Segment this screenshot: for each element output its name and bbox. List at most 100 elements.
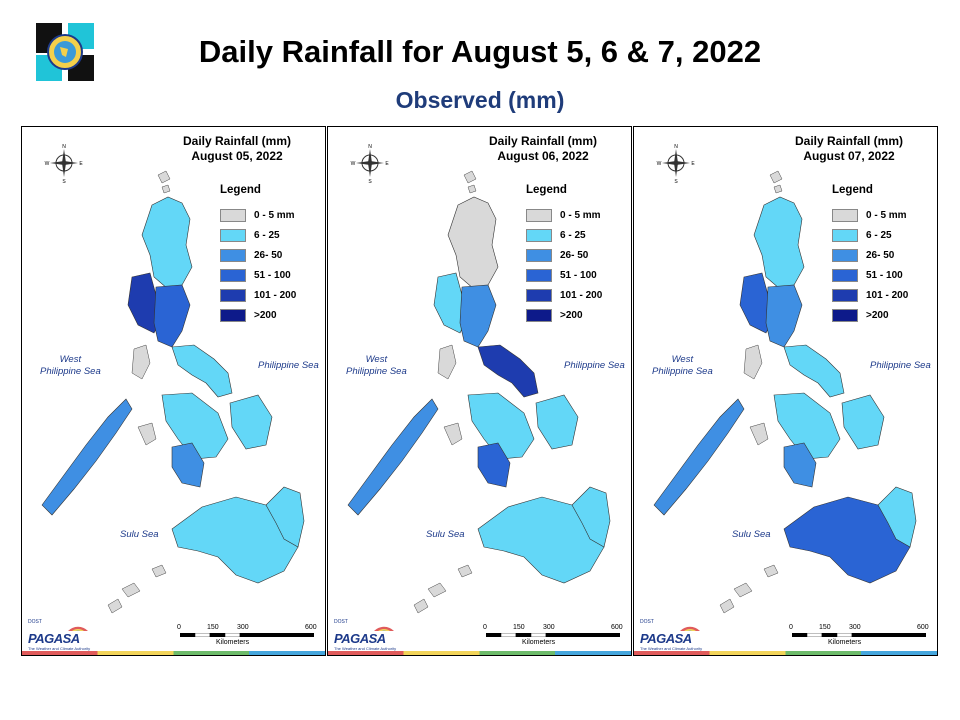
dost-label: DOST: [334, 619, 348, 625]
compass-n: N: [674, 144, 678, 150]
legend-label: 6 - 25: [254, 230, 280, 241]
compass-s: S: [674, 179, 678, 183]
legend-label: 0 - 5 mm: [866, 210, 907, 221]
scale-tick-label: 0: [177, 624, 181, 631]
island-minor-6: [719, 598, 735, 614]
dost-label: DOST: [640, 619, 654, 625]
pagasa-logo: DOST PAGASA The Weather and Climate Auth…: [334, 613, 414, 651]
island-minor-2: [437, 344, 457, 380]
scale-bar-graphic: [792, 633, 926, 637]
region-visayas: [161, 392, 273, 460]
compass-rose-icon: N S W E: [351, 144, 390, 183]
island-minor-6: [413, 598, 429, 614]
legend-label: 6 - 25: [560, 230, 586, 241]
island-minor-1: [161, 184, 171, 194]
legend-swatch: [526, 229, 552, 242]
legend-label: >200: [866, 310, 889, 321]
legend-label: 0 - 5 mm: [254, 210, 295, 221]
island-minor-3: [443, 422, 463, 446]
legend-label: 101 - 200: [254, 290, 297, 301]
scale-tick-label: 300: [543, 624, 555, 631]
scale-unit-label: Kilometers: [522, 639, 556, 646]
sea-label-philippine: Philippine Sea: [564, 360, 625, 371]
legend-swatch: [832, 289, 858, 302]
compass-w: W: [657, 161, 662, 167]
color-strip: [328, 651, 631, 655]
scale-tick-label: 300: [849, 624, 861, 631]
philippines-rainfall-map: [653, 170, 917, 614]
philippines-rainfall-map: [347, 170, 611, 614]
panel-title-line1: Daily Rainfall (mm): [488, 134, 598, 148]
legend-heading: Legend: [220, 184, 261, 196]
island-minor-5: [733, 582, 753, 598]
scale-tick-label: 150: [819, 624, 831, 631]
panel-title: Daily Rainfall (mm) August 06, 2022: [458, 134, 628, 164]
legend-label: 101 - 200: [866, 290, 909, 301]
dost-pagasa-seal-logo: [32, 19, 98, 85]
region-east-mindanao: [877, 486, 917, 548]
panel-title-line1: Daily Rainfall (mm): [794, 134, 904, 148]
scale-unit-label: Kilometers: [216, 639, 250, 646]
scale-bar: 0 150 300 600 Kilometers: [476, 624, 626, 646]
scale-tick-label: 600: [611, 624, 623, 631]
island-minor-3: [137, 422, 157, 446]
legend-swatch: [832, 269, 858, 282]
legend-swatch: [832, 209, 858, 222]
legend-swatch: [832, 309, 858, 322]
scale-tick-label: 0: [483, 624, 487, 631]
legend-label: 26- 50: [560, 250, 589, 261]
island-minor-0: [769, 170, 783, 184]
color-strip: [22, 651, 325, 655]
island-minor-2: [131, 344, 151, 380]
compass-e: E: [385, 161, 389, 167]
region-mindanao: [171, 496, 299, 584]
panel-title-date: August 07, 2022: [803, 149, 895, 163]
scale-bar: 0 150 300 600 Kilometers: [782, 624, 932, 646]
legend-swatch: [526, 249, 552, 262]
legend-heading: Legend: [526, 184, 567, 196]
region-bicol: [171, 344, 233, 398]
island-minor-7: [763, 564, 779, 578]
region-north-luzon: [753, 196, 805, 290]
philippines-rainfall-map: [41, 170, 305, 614]
region-central-luzon: [153, 284, 191, 348]
page-subtitle: Observed (mm): [395, 87, 565, 113]
legend-label: 26- 50: [866, 250, 895, 261]
legend-swatch: [220, 269, 246, 282]
legend-label: 26- 50: [254, 250, 283, 261]
legend-label: >200: [560, 310, 583, 321]
compass-s: S: [368, 179, 372, 183]
region-central-luzon: [765, 284, 803, 348]
region-east-mindanao: [571, 486, 611, 548]
legend-swatch: [220, 209, 246, 222]
panel-title-line1: Daily Rainfall (mm): [182, 134, 292, 148]
region-negros: [783, 442, 817, 488]
legend-label: >200: [254, 310, 277, 321]
region-north-luzon: [447, 196, 499, 290]
island-minor-3: [749, 422, 769, 446]
sea-label-sulu: Sulu Sea: [732, 529, 771, 540]
region-north-luzon: [141, 196, 193, 290]
island-minor-7: [457, 564, 473, 578]
rainfall-map-panel-aug-06: N S W E Daily Rainfall (mm) August 06, 2…: [327, 126, 632, 656]
island-minor-1: [467, 184, 477, 194]
island-minor-5: [121, 582, 141, 598]
region-bicol: [783, 344, 845, 398]
panel-title: Daily Rainfall (mm) August 07, 2022: [764, 134, 934, 164]
region-palawan: [347, 398, 439, 516]
region-negros: [477, 442, 511, 488]
dost-label: DOST: [28, 619, 42, 625]
compass-w: W: [45, 161, 50, 167]
region-mindanao: [783, 496, 911, 584]
color-strip: [634, 651, 937, 655]
legend-label: 51 - 100: [254, 270, 291, 281]
scale-bar-graphic: [486, 633, 620, 637]
legend-swatch: [220, 309, 246, 322]
compass-rose-icon: N S W E: [45, 144, 84, 183]
compass-n: N: [368, 144, 372, 150]
region-palawan: [653, 398, 745, 516]
page-title: Daily Rainfall for August 5, 6 & 7, 2022: [198, 34, 762, 69]
pagasa-umbrella-icon: DOST: [28, 619, 88, 631]
island-minor-2: [743, 344, 763, 380]
legend-swatch: [220, 249, 246, 262]
